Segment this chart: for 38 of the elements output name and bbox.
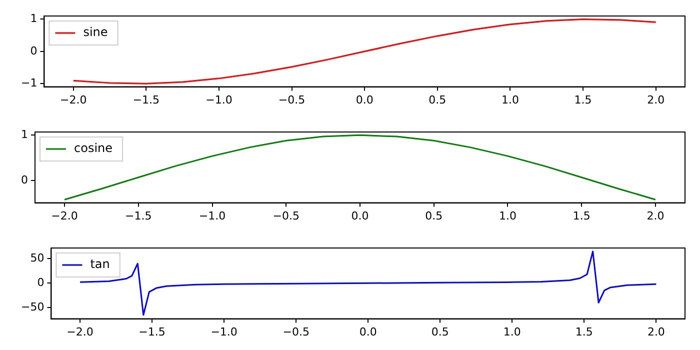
- x-tick-label: −1.5: [132, 93, 160, 106]
- legend-label: cosine: [74, 141, 113, 156]
- x-tick-label: 0.0: [356, 93, 374, 106]
- x-tick-label: −2.0: [66, 325, 94, 338]
- y-tick-label: 0: [30, 44, 38, 58]
- x-tick-label: 1.0: [501, 93, 519, 106]
- x-tick-label: 0.0: [359, 325, 377, 338]
- x-tick-label: 1.0: [503, 325, 521, 338]
- y-tick-label: 0: [37, 276, 44, 290]
- y-tick-label: 1: [30, 12, 38, 26]
- x-tick-label: 0.5: [428, 93, 446, 106]
- x-tick-label: −1.0: [210, 325, 238, 338]
- y-tick-label: 0: [21, 173, 28, 186]
- x-tick-label: 1.5: [574, 93, 592, 106]
- x-tick-label: 1.0: [498, 209, 516, 222]
- x-tick-label: −0.5: [272, 209, 300, 222]
- legend-label: sine: [83, 25, 108, 40]
- x-tick-label: −2.0: [51, 209, 78, 222]
- y-tick-label: −50: [20, 300, 44, 314]
- x-tick-label: 2.0: [647, 325, 665, 338]
- x-tick-label: 0.5: [425, 209, 443, 222]
- x-tick-label: 1.5: [572, 209, 590, 222]
- x-tick-label: 1.5: [575, 325, 593, 338]
- x-tick-label: −1.5: [125, 209, 152, 222]
- y-tick-label: 1: [21, 128, 28, 142]
- x-tick-label: −0.5: [282, 325, 310, 338]
- x-tick-label: −1.0: [198, 209, 226, 222]
- x-tick-label: 2.0: [646, 209, 664, 222]
- y-tick-label: −1: [20, 76, 38, 90]
- x-tick-label: 2.0: [647, 93, 665, 106]
- x-tick-label: 0.5: [431, 325, 449, 338]
- x-tick-label: 0.0: [351, 209, 369, 222]
- x-tick-label: −0.5: [278, 93, 306, 106]
- legend-label: tan: [90, 257, 110, 272]
- x-tick-label: −2.0: [60, 93, 87, 106]
- x-tick-label: −1.5: [138, 325, 166, 338]
- y-tick-label: 50: [30, 252, 44, 265]
- x-tick-label: −1.0: [206, 93, 232, 106]
